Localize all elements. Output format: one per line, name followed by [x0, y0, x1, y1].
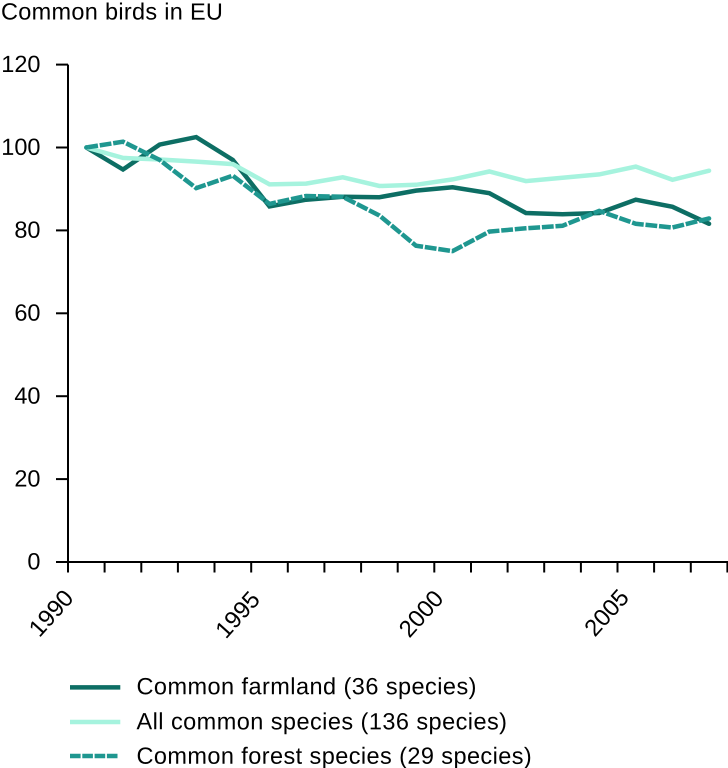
- svg-text:60: 60: [14, 300, 40, 326]
- svg-text:Common forest species (29 spec: Common forest species (29 species): [136, 743, 532, 768]
- svg-text:Common farmland (36 species): Common farmland (36 species): [136, 673, 476, 699]
- svg-text:Common birds in EU: Common birds in EU: [1, 0, 223, 25]
- svg-text:120: 120: [1, 51, 40, 77]
- svg-text:20: 20: [14, 465, 40, 491]
- svg-text:80: 80: [14, 217, 40, 243]
- svg-text:100: 100: [1, 134, 40, 160]
- svg-text:40: 40: [14, 383, 40, 409]
- svg-text:0: 0: [27, 548, 40, 574]
- svg-text:All common species (136 specie: All common species (136 species): [136, 708, 507, 734]
